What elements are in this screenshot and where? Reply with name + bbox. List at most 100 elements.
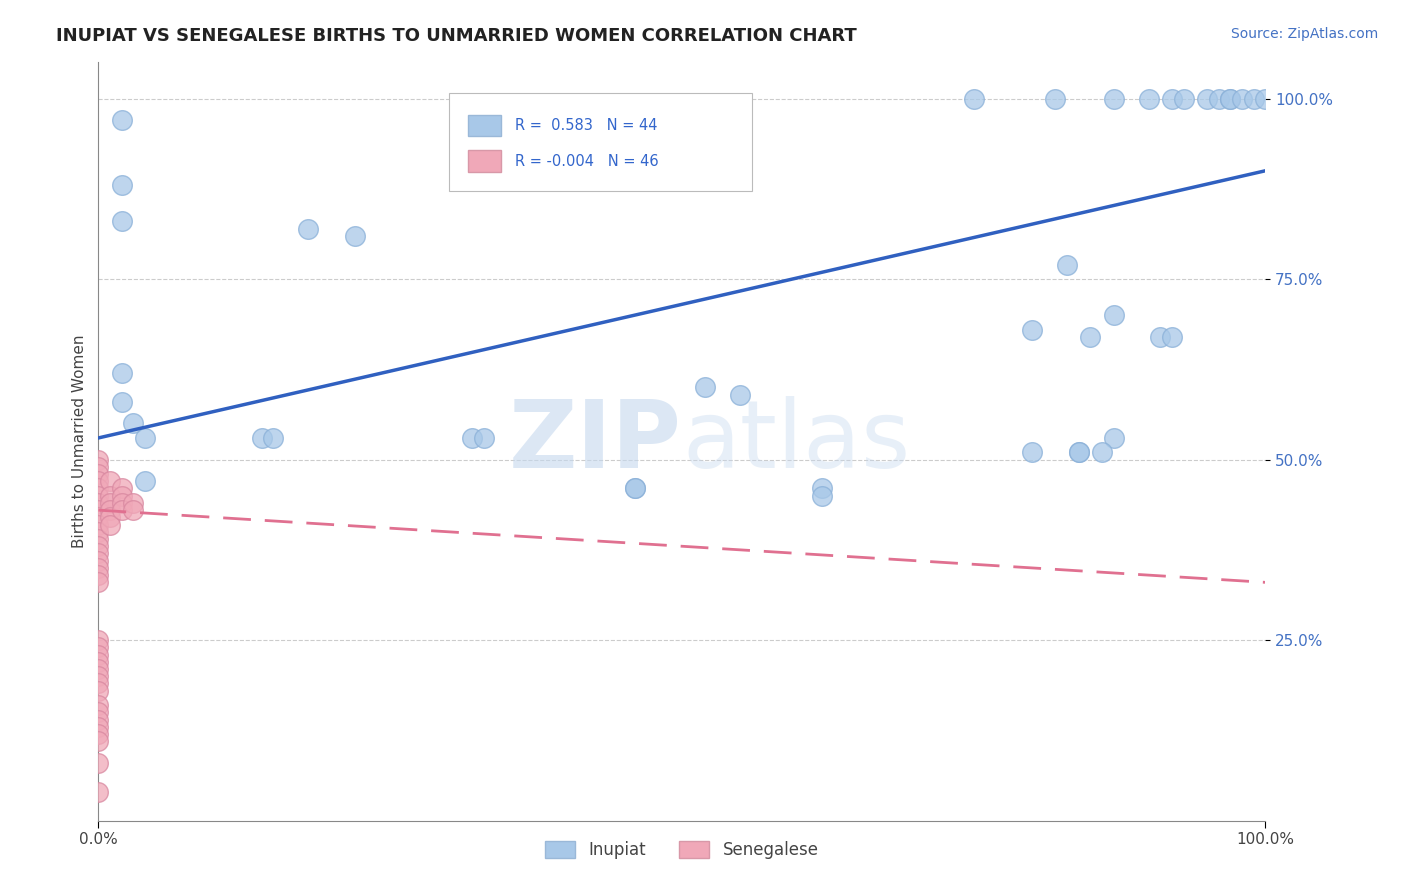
Point bbox=[962, 91, 984, 105]
Text: Source: ZipAtlas.com: Source: ZipAtlas.com bbox=[1230, 27, 1378, 41]
Point bbox=[87, 452, 110, 467]
Point bbox=[87, 524, 110, 539]
Point bbox=[1208, 91, 1230, 105]
Point bbox=[1102, 308, 1125, 322]
Point bbox=[87, 669, 110, 683]
Point bbox=[1091, 445, 1114, 459]
Point bbox=[111, 214, 134, 228]
Point bbox=[98, 475, 121, 489]
Point bbox=[111, 482, 134, 496]
Point bbox=[87, 683, 110, 698]
Point bbox=[1195, 91, 1218, 105]
Point bbox=[111, 503, 134, 517]
Point bbox=[122, 503, 145, 517]
Point bbox=[1137, 91, 1160, 105]
Point bbox=[87, 676, 110, 690]
Point bbox=[624, 482, 647, 496]
Point bbox=[87, 459, 110, 474]
Bar bbox=[468, 115, 501, 136]
Point bbox=[1161, 330, 1184, 344]
Point bbox=[122, 496, 145, 510]
Point bbox=[98, 489, 121, 503]
Point bbox=[87, 496, 110, 510]
Point bbox=[730, 387, 752, 401]
Point bbox=[250, 431, 273, 445]
Text: atlas: atlas bbox=[682, 395, 910, 488]
Point bbox=[111, 489, 134, 503]
Point bbox=[111, 394, 134, 409]
Point bbox=[98, 517, 121, 532]
Point bbox=[87, 698, 110, 712]
Point bbox=[111, 366, 134, 380]
Point bbox=[695, 380, 717, 394]
Text: R = -0.004   N = 46: R = -0.004 N = 46 bbox=[515, 153, 658, 169]
Point bbox=[811, 482, 834, 496]
Point bbox=[1230, 91, 1253, 105]
Point bbox=[87, 532, 110, 546]
Point bbox=[87, 489, 110, 503]
Point bbox=[111, 178, 134, 193]
Point bbox=[87, 706, 110, 720]
Point bbox=[87, 568, 110, 582]
Point bbox=[1056, 258, 1078, 272]
Point bbox=[87, 640, 110, 655]
Point bbox=[1173, 91, 1195, 105]
Point bbox=[98, 496, 121, 510]
Point bbox=[1102, 91, 1125, 105]
Point bbox=[87, 655, 110, 669]
Y-axis label: Births to Unmarried Women: Births to Unmarried Women bbox=[72, 334, 87, 549]
Point bbox=[1067, 445, 1090, 459]
Point bbox=[87, 575, 110, 590]
Point bbox=[87, 503, 110, 517]
Point bbox=[87, 475, 110, 489]
Text: ZIP: ZIP bbox=[509, 395, 682, 488]
Point bbox=[87, 713, 110, 727]
Point bbox=[87, 734, 110, 748]
Legend: Inupiat, Senegalese: Inupiat, Senegalese bbox=[538, 834, 825, 865]
Point bbox=[624, 482, 647, 496]
Point bbox=[111, 496, 134, 510]
Point bbox=[87, 633, 110, 648]
Point bbox=[87, 785, 110, 799]
Point bbox=[344, 228, 367, 243]
Point bbox=[1254, 91, 1277, 105]
Point bbox=[87, 517, 110, 532]
Point bbox=[87, 482, 110, 496]
Point bbox=[1219, 91, 1241, 105]
Point bbox=[98, 503, 121, 517]
Point bbox=[1161, 91, 1184, 105]
Point bbox=[811, 489, 834, 503]
Point bbox=[111, 113, 134, 128]
Point bbox=[1021, 323, 1043, 337]
Point bbox=[262, 431, 284, 445]
Point bbox=[87, 756, 110, 770]
Point bbox=[472, 431, 495, 445]
Point bbox=[87, 648, 110, 662]
Text: R =  0.583   N = 44: R = 0.583 N = 44 bbox=[515, 118, 658, 133]
Point bbox=[1080, 330, 1102, 344]
Text: INUPIAT VS SENEGALESE BIRTHS TO UNMARRIED WOMEN CORRELATION CHART: INUPIAT VS SENEGALESE BIRTHS TO UNMARRIE… bbox=[56, 27, 858, 45]
Point bbox=[87, 662, 110, 676]
Point bbox=[87, 727, 110, 741]
Point bbox=[87, 539, 110, 553]
Point bbox=[1045, 91, 1067, 105]
Point bbox=[134, 475, 156, 489]
Point bbox=[87, 510, 110, 524]
Point bbox=[122, 417, 145, 431]
Point bbox=[1149, 330, 1171, 344]
Point bbox=[134, 431, 156, 445]
Point bbox=[1021, 445, 1043, 459]
Point bbox=[297, 221, 319, 235]
Point bbox=[1219, 91, 1241, 105]
Point bbox=[1067, 445, 1090, 459]
Point bbox=[87, 467, 110, 481]
Point bbox=[87, 546, 110, 560]
Point bbox=[1243, 91, 1265, 105]
Point bbox=[87, 554, 110, 568]
Point bbox=[87, 561, 110, 575]
Point bbox=[1102, 431, 1125, 445]
Point bbox=[461, 431, 484, 445]
FancyBboxPatch shape bbox=[449, 93, 752, 191]
Bar bbox=[468, 151, 501, 171]
Point bbox=[98, 510, 121, 524]
